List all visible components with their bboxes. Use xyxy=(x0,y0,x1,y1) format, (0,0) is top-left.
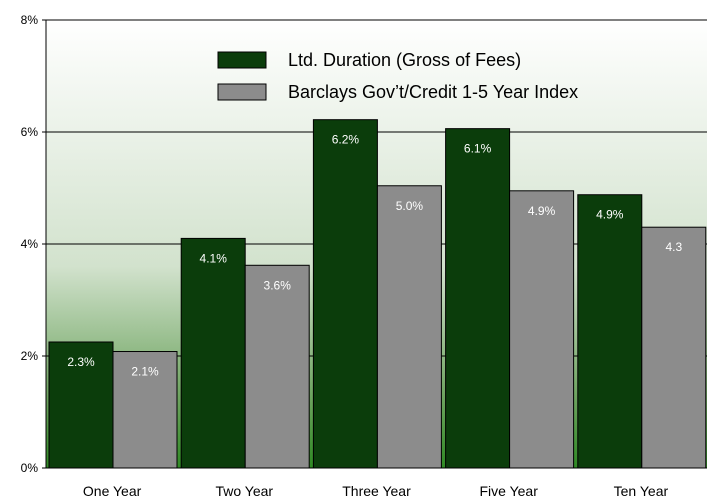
data-label: 6.2% xyxy=(332,133,360,147)
bar xyxy=(445,128,511,469)
bar xyxy=(376,185,442,469)
x-tick-label: Two Year xyxy=(215,483,273,499)
legend-swatch xyxy=(217,83,267,101)
data-label: 5.0% xyxy=(396,199,424,213)
data-label: 2.1% xyxy=(131,365,159,379)
data-label: 4.1% xyxy=(200,251,228,265)
y-tick-label: 0% xyxy=(21,461,39,475)
x-tick-label: Three Year xyxy=(342,483,411,499)
x-tick-label: Five Year xyxy=(480,483,539,499)
bar xyxy=(577,194,643,469)
bar xyxy=(244,264,310,469)
data-label: 3.6% xyxy=(264,278,292,292)
bar xyxy=(180,237,246,469)
y-tick-label: 8% xyxy=(21,13,39,27)
data-label: 4.9% xyxy=(596,208,624,222)
x-tick-label: Ten Year xyxy=(614,483,669,499)
legend-label: Ltd. Duration (Gross of Fees) xyxy=(288,50,521,70)
legend: Ltd. Duration (Gross of Fees) Barclays Go… xyxy=(217,50,578,102)
y-tick-label: 6% xyxy=(21,125,39,139)
y-axis: 0% 2% 4% 6% 8% xyxy=(21,13,47,475)
data-label: 2.3% xyxy=(67,355,95,369)
x-tick-label: One Year xyxy=(83,483,142,499)
legend-swatch xyxy=(217,51,267,69)
bar xyxy=(312,119,378,469)
bar xyxy=(509,190,575,469)
bars: 2.3% 2.1% 4.1% 3.6% 6.2% 5.0% 6.1% 4.9% 4.9% 4.3 xyxy=(48,119,707,469)
y-tick-label: 2% xyxy=(21,349,39,363)
data-label: 4.9% xyxy=(528,204,556,218)
x-axis: One Year Two Year Three Year Five Year Ten Y… xyxy=(46,467,707,499)
bar xyxy=(641,226,707,469)
y-tick-label: 4% xyxy=(21,237,39,251)
data-label: 4.3 xyxy=(665,240,682,254)
bar xyxy=(112,351,178,469)
data-label: 6.1% xyxy=(464,142,492,156)
legend-label: Barclays Gov’t/Credit 1-5 Year Index xyxy=(288,82,578,102)
